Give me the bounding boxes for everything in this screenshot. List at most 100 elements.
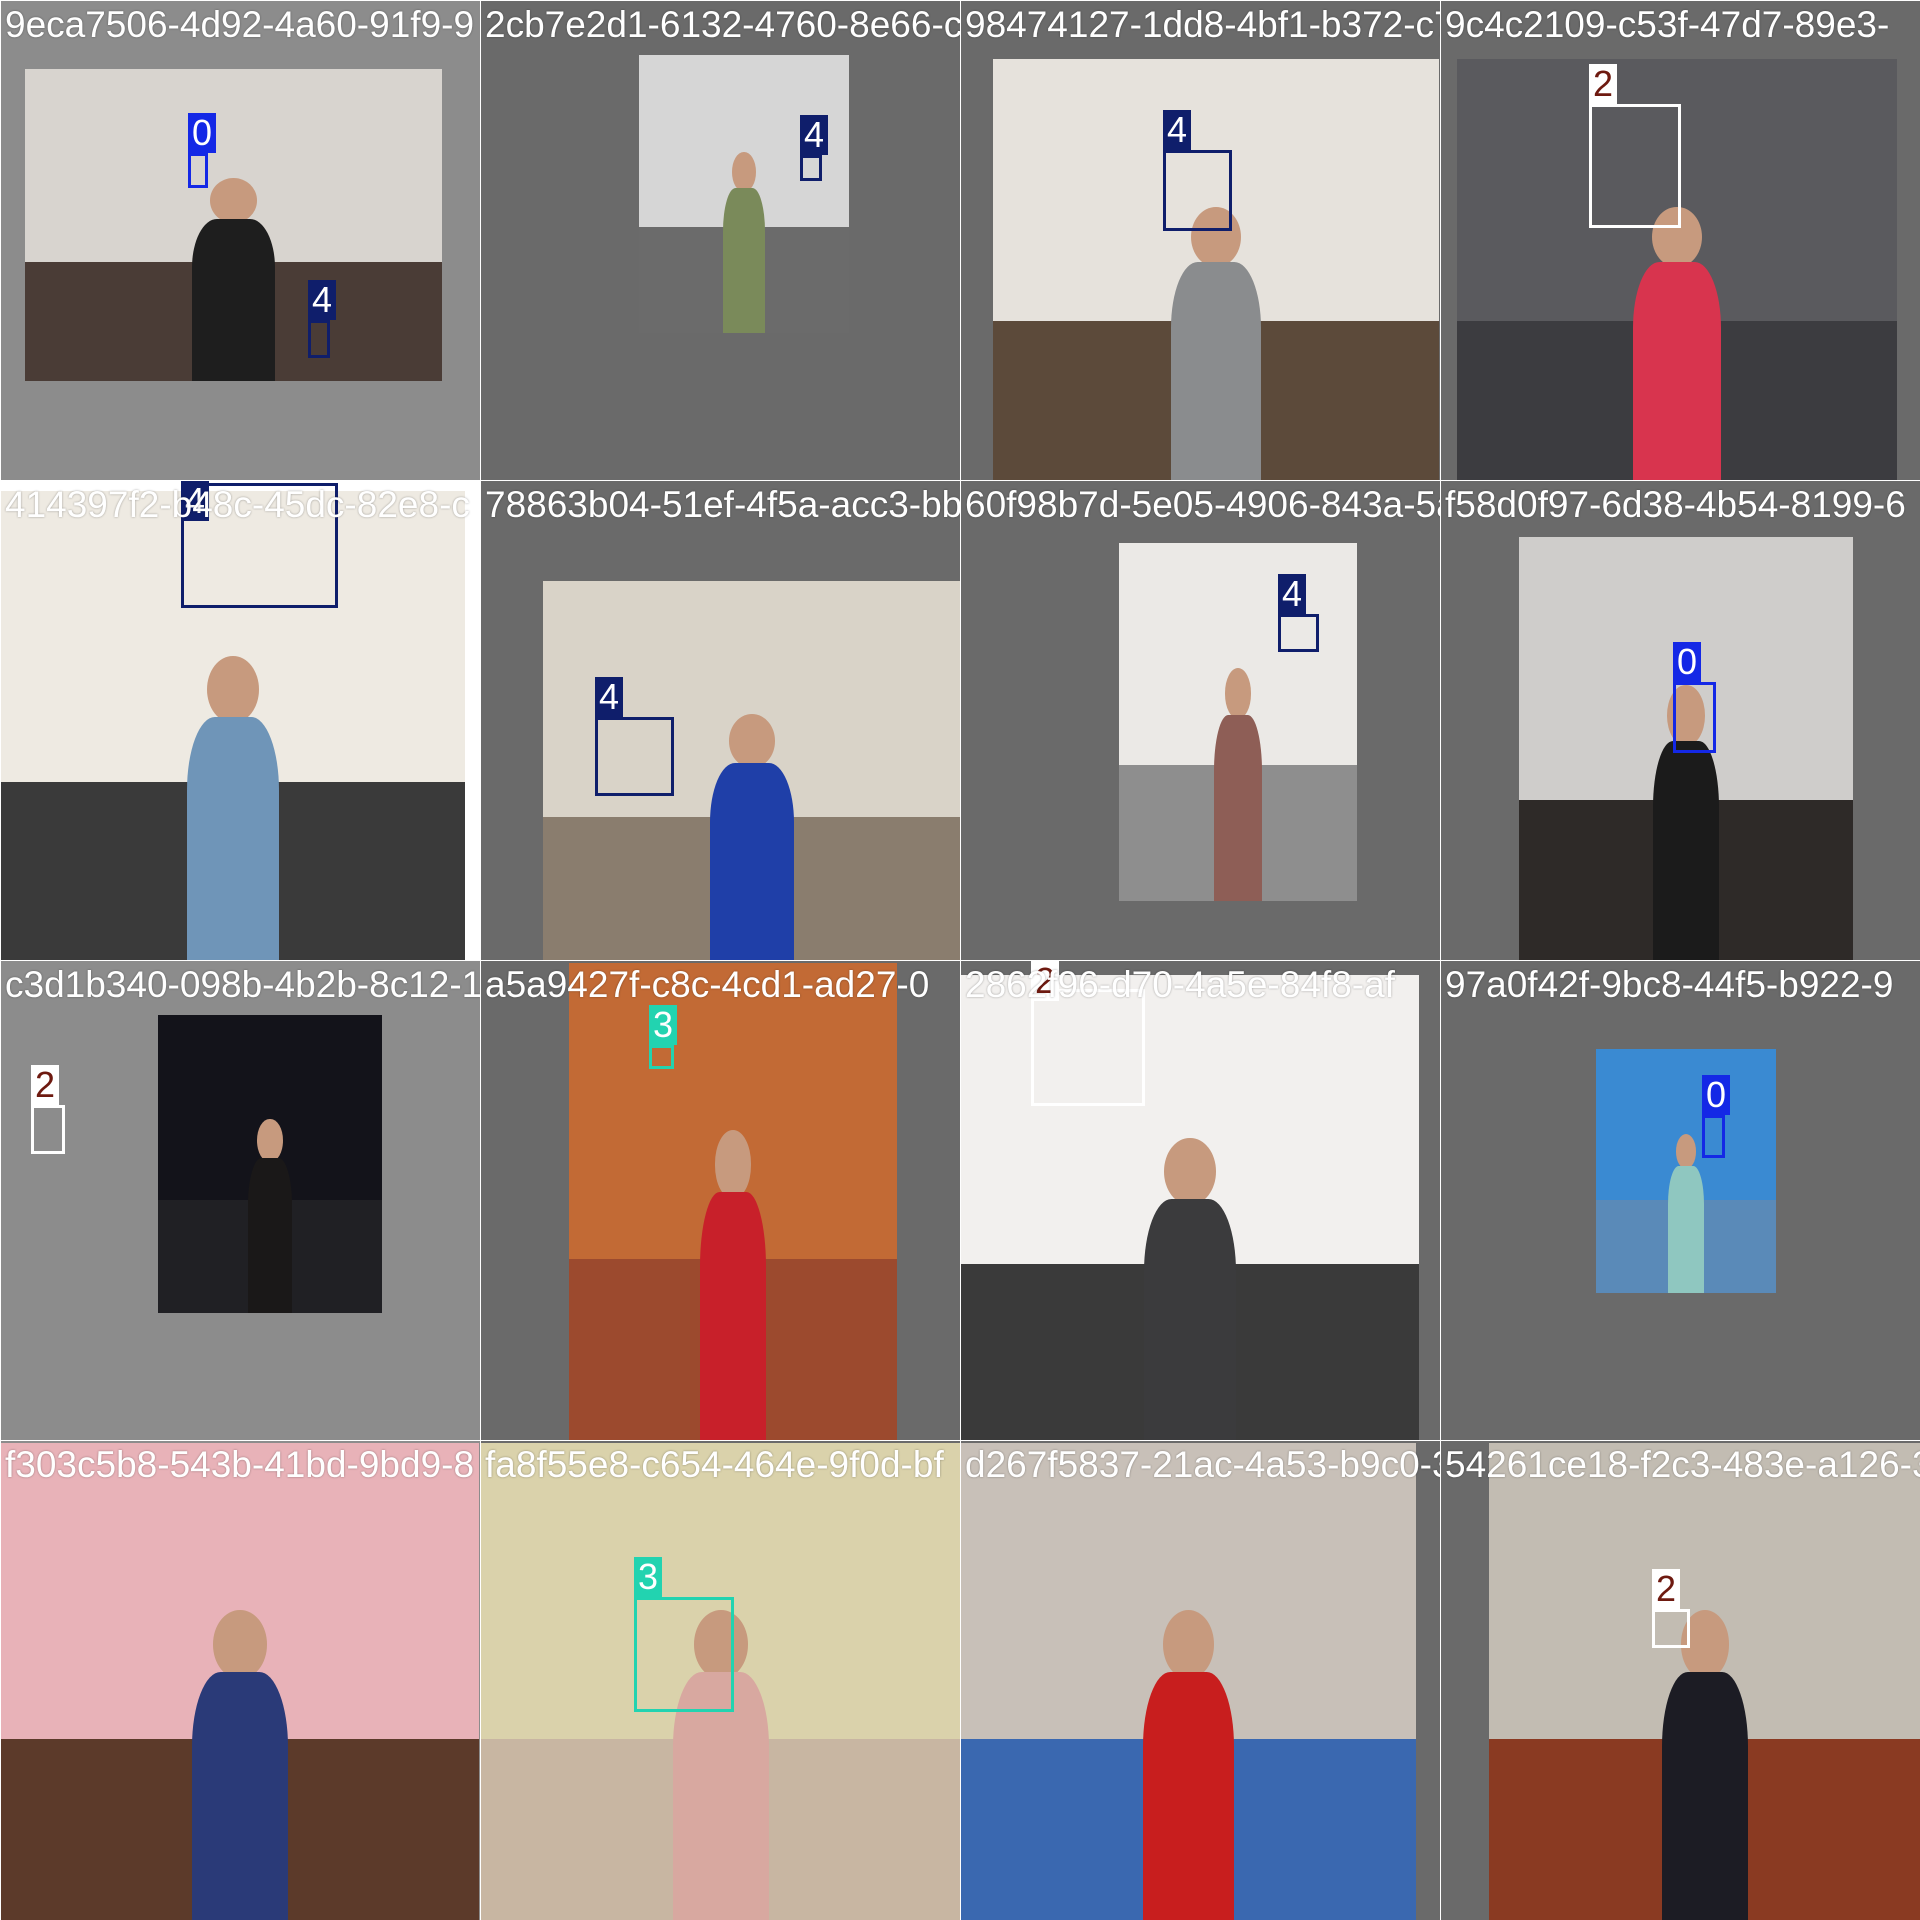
mosaic-tile[interactable]: 0 97a0f42f-9bc8-44f5-b922-9: [1440, 960, 1920, 1440]
tile-filename: 9eca7506-4d92-4a60-91f9-9: [5, 4, 475, 45]
tile-photo: [1, 1443, 479, 1920]
person-figure: [1633, 206, 1721, 480]
mosaic-tile[interactable]: 0 f58d0f97-6d38-4b54-8199-6: [1440, 480, 1920, 960]
mosaic-tile[interactable]: 2 c3d1b340-098b-4b2b-8c12-1: [0, 960, 480, 1440]
person-torso: [191, 218, 276, 381]
tile-photo: [569, 963, 897, 1440]
class-label: 2: [1589, 64, 1618, 104]
person-torso: [192, 1672, 288, 1920]
person-head: [1224, 668, 1252, 720]
person-head: [210, 178, 257, 223]
person-torso: [1143, 1672, 1234, 1920]
person-figure: [192, 1610, 288, 1920]
tile-photo: [1, 491, 465, 960]
mosaic-tile[interactable]: 4 60f98b7d-5e05-4906-843a-5a: [960, 480, 1440, 960]
person-head: [732, 152, 756, 193]
mosaic-tile[interactable]: 3 fa8f55e8-c654-464e-9f0d-bf: [480, 1440, 960, 1920]
person-figure: [186, 655, 280, 960]
person-torso: [710, 763, 794, 960]
class-label: 4: [308, 280, 337, 320]
person-torso: [1668, 1166, 1704, 1293]
bounding-box: [188, 153, 208, 188]
tile-photo: [1489, 1443, 1920, 1920]
person-figure: [673, 1610, 769, 1920]
tile-photo: [543, 581, 960, 960]
tile-photo: [1457, 59, 1897, 480]
mosaic-tile[interactable]: 4 78863b04-51ef-4f5a-acc3-bb: [480, 480, 960, 960]
bounding-box: [800, 155, 822, 181]
class-label: 2: [1652, 1569, 1681, 1609]
class-label: 4: [595, 677, 624, 717]
mosaic-tile[interactable]: 4 2cb7e2d1-6132-4760-8e66-c: [480, 0, 960, 480]
tile-filename: f58d0f97-6d38-4b54-8199-6: [1445, 484, 1906, 525]
person-head: [1164, 1138, 1216, 1205]
tile-filename: f303c5b8-543b-41bd-9bd9-8: [5, 1444, 475, 1485]
person-figure: [1171, 206, 1261, 480]
person-torso: [723, 188, 765, 333]
mosaic-tile[interactable]: 4 414397f2-b48c-45dc-82e8-c: [0, 480, 480, 960]
person-figure: [1661, 1610, 1749, 1920]
person-torso: [1171, 261, 1261, 480]
person-head: [714, 1130, 752, 1199]
tile-filename: 97a0f42f-9bc8-44f5-b922-9: [1445, 964, 1894, 1005]
person-torso: [247, 1158, 293, 1313]
person-torso: [1214, 714, 1262, 901]
class-label: 3: [649, 1005, 678, 1045]
tile-filename: d267f5837-21ac-4a53-b9c0-3: [965, 1444, 1440, 1485]
class-label: 2: [1031, 961, 1060, 1001]
person-head: [207, 655, 259, 723]
tile-filename: 60f98b7d-5e05-4906-843a-5a: [965, 484, 1440, 525]
mosaic-tile[interactable]: 2 54261ce18-f2c3-483e-a126-3: [1440, 1440, 1920, 1920]
tile-filename: 98474127-1dd8-4bf1-b372-c7: [965, 4, 1440, 45]
person-head: [1163, 1610, 1214, 1679]
class-label: 4: [1163, 110, 1192, 150]
person-head: [1191, 206, 1241, 268]
person-torso: [1652, 740, 1720, 960]
person-torso: [700, 1192, 766, 1440]
bounding-box: [1031, 989, 1145, 1106]
tile-filename: 78863b04-51ef-4f5a-acc3-bb: [485, 484, 960, 525]
class-label: 2: [31, 1065, 60, 1105]
mosaic-tile[interactable]: f303c5b8-543b-41bd-9bd9-8: [0, 1440, 480, 1920]
mosaic-tile[interactable]: 0 4 9eca7506-4d92-4a60-91f9-9: [0, 0, 480, 480]
class-label: 3: [634, 1557, 663, 1597]
mosaic-tile[interactable]: 2 9c4c2109-c53f-47d7-89e3-: [1440, 0, 1920, 480]
person-figure: [723, 152, 765, 333]
person-figure: [710, 714, 794, 960]
tile-photo: [481, 1443, 960, 1920]
bounding-box: [181, 483, 338, 608]
class-label: 4: [181, 481, 210, 521]
person-figure: [1652, 685, 1720, 960]
mosaic-tile[interactable]: d267f5837-21ac-4a53-b9c0-3: [960, 1440, 1440, 1920]
class-label: 4: [800, 115, 829, 155]
bounding-box: [649, 1045, 674, 1069]
tile-photo: [25, 69, 442, 381]
mosaic-tile[interactable]: 4 98474127-1dd8-4bf1-b372-c7: [960, 0, 1440, 480]
class-label: 0: [1673, 642, 1702, 682]
person-head: [1675, 1134, 1697, 1170]
bounding-box: [308, 320, 330, 358]
person-head: [213, 1610, 267, 1679]
person-head: [694, 1610, 748, 1679]
mosaic-tile[interactable]: 3 a5a9427f-c8c-4cd1-ad27-0: [480, 960, 960, 1440]
tile-filename: 9c4c2109-c53f-47d7-89e3-: [1445, 4, 1890, 45]
person-figure: [1144, 1138, 1236, 1440]
person-head: [1652, 206, 1702, 268]
tile-photo: [1519, 537, 1853, 960]
person-figure: [1143, 1610, 1234, 1920]
person-torso: [673, 1672, 769, 1920]
person-figure: [1214, 668, 1262, 901]
tile-filename: 2862f96-d70-4a5e-84f8-af: [965, 964, 1395, 1005]
bounding-box: [595, 717, 674, 796]
tile-filename: fa8f55e8-c654-464e-9f0d-bf: [485, 1444, 944, 1485]
bounding-box: [1702, 1115, 1725, 1158]
person-head: [728, 714, 776, 769]
tile-filename: c3d1b340-098b-4b2b-8c12-1: [5, 964, 480, 1005]
bounding-box: [1589, 104, 1681, 228]
person-figure: [1668, 1134, 1704, 1293]
tile-filename: 2cb7e2d1-6132-4760-8e66-c: [485, 4, 960, 45]
tile-photo: [158, 1015, 382, 1313]
mosaic-tile[interactable]: 2 2862f96-d70-4a5e-84f8-af: [960, 960, 1440, 1440]
tile-filename: a5a9427f-c8c-4cd1-ad27-0: [485, 964, 930, 1005]
